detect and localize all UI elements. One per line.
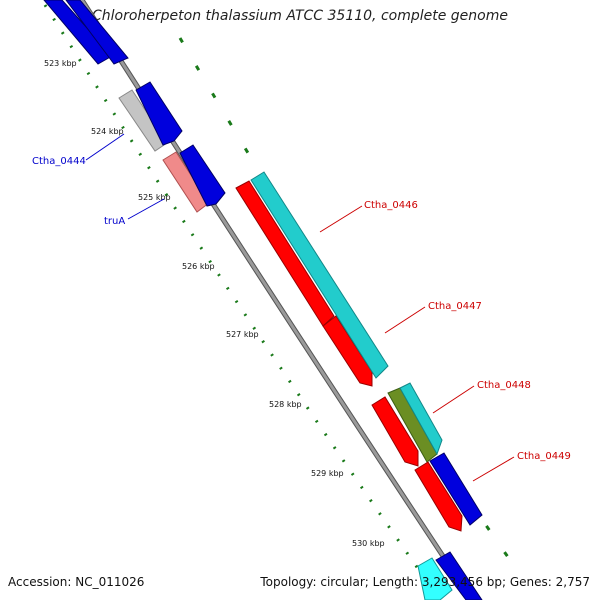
backbone xyxy=(80,0,474,600)
label-ctha-0448[interactable]: Ctha_0448 xyxy=(477,380,531,391)
accession-text: Accession: NC_011026 xyxy=(8,575,145,589)
leader-ctha-0449 xyxy=(472,456,515,482)
gene-ctha-0449 xyxy=(429,452,483,526)
gene-cyan-small xyxy=(399,382,443,456)
label-ctha-0444[interactable]: Ctha_0444 xyxy=(32,156,86,167)
gene-blue-525 xyxy=(179,144,226,207)
leader-ctha-0446 xyxy=(319,205,363,233)
tick-526: 526 kbp xyxy=(182,262,215,271)
leader-ctha-0444 xyxy=(85,133,125,161)
map-title: Chloroherpeton thalassium ATCC 35110, co… xyxy=(92,8,508,24)
gene-blue-bottom xyxy=(435,551,483,600)
gene-blue-top-b xyxy=(65,0,129,65)
label-ctha-0447[interactable]: Ctha_0447 xyxy=(428,301,482,312)
topology-text: Topology: circular; Length: 3,293,456 bp… xyxy=(260,575,590,589)
gene-red-big-a xyxy=(235,180,335,327)
tick-529: 529 kbp xyxy=(311,469,344,478)
label-trua[interactable]: truA xyxy=(104,216,125,227)
leader-ctha-0447 xyxy=(384,306,426,334)
tick-525: 525 kbp xyxy=(138,193,171,202)
label-ctha-0449[interactable]: Ctha_0449 xyxy=(517,451,571,462)
leader-trua xyxy=(127,198,165,220)
tick-528: 528 kbp xyxy=(269,400,302,409)
leader-ctha-0448 xyxy=(432,385,475,414)
tick-530: 530 kbp xyxy=(352,539,385,548)
label-ctha-0446[interactable]: Ctha_0446 xyxy=(364,200,418,211)
gene-red-big-b xyxy=(322,315,373,387)
gene-ctha-0447 xyxy=(371,396,419,467)
gene-blue-524 xyxy=(135,81,183,146)
gene-ctha-0446 xyxy=(250,171,389,379)
gene-cyan-bottom xyxy=(417,557,453,600)
gene-red-lower xyxy=(414,461,463,532)
tick-527: 527 kbp xyxy=(226,330,259,339)
tick-524: 524 kbp xyxy=(91,127,124,136)
outer-dotted-track xyxy=(43,4,442,600)
tick-523: 523 kbp xyxy=(44,59,77,68)
